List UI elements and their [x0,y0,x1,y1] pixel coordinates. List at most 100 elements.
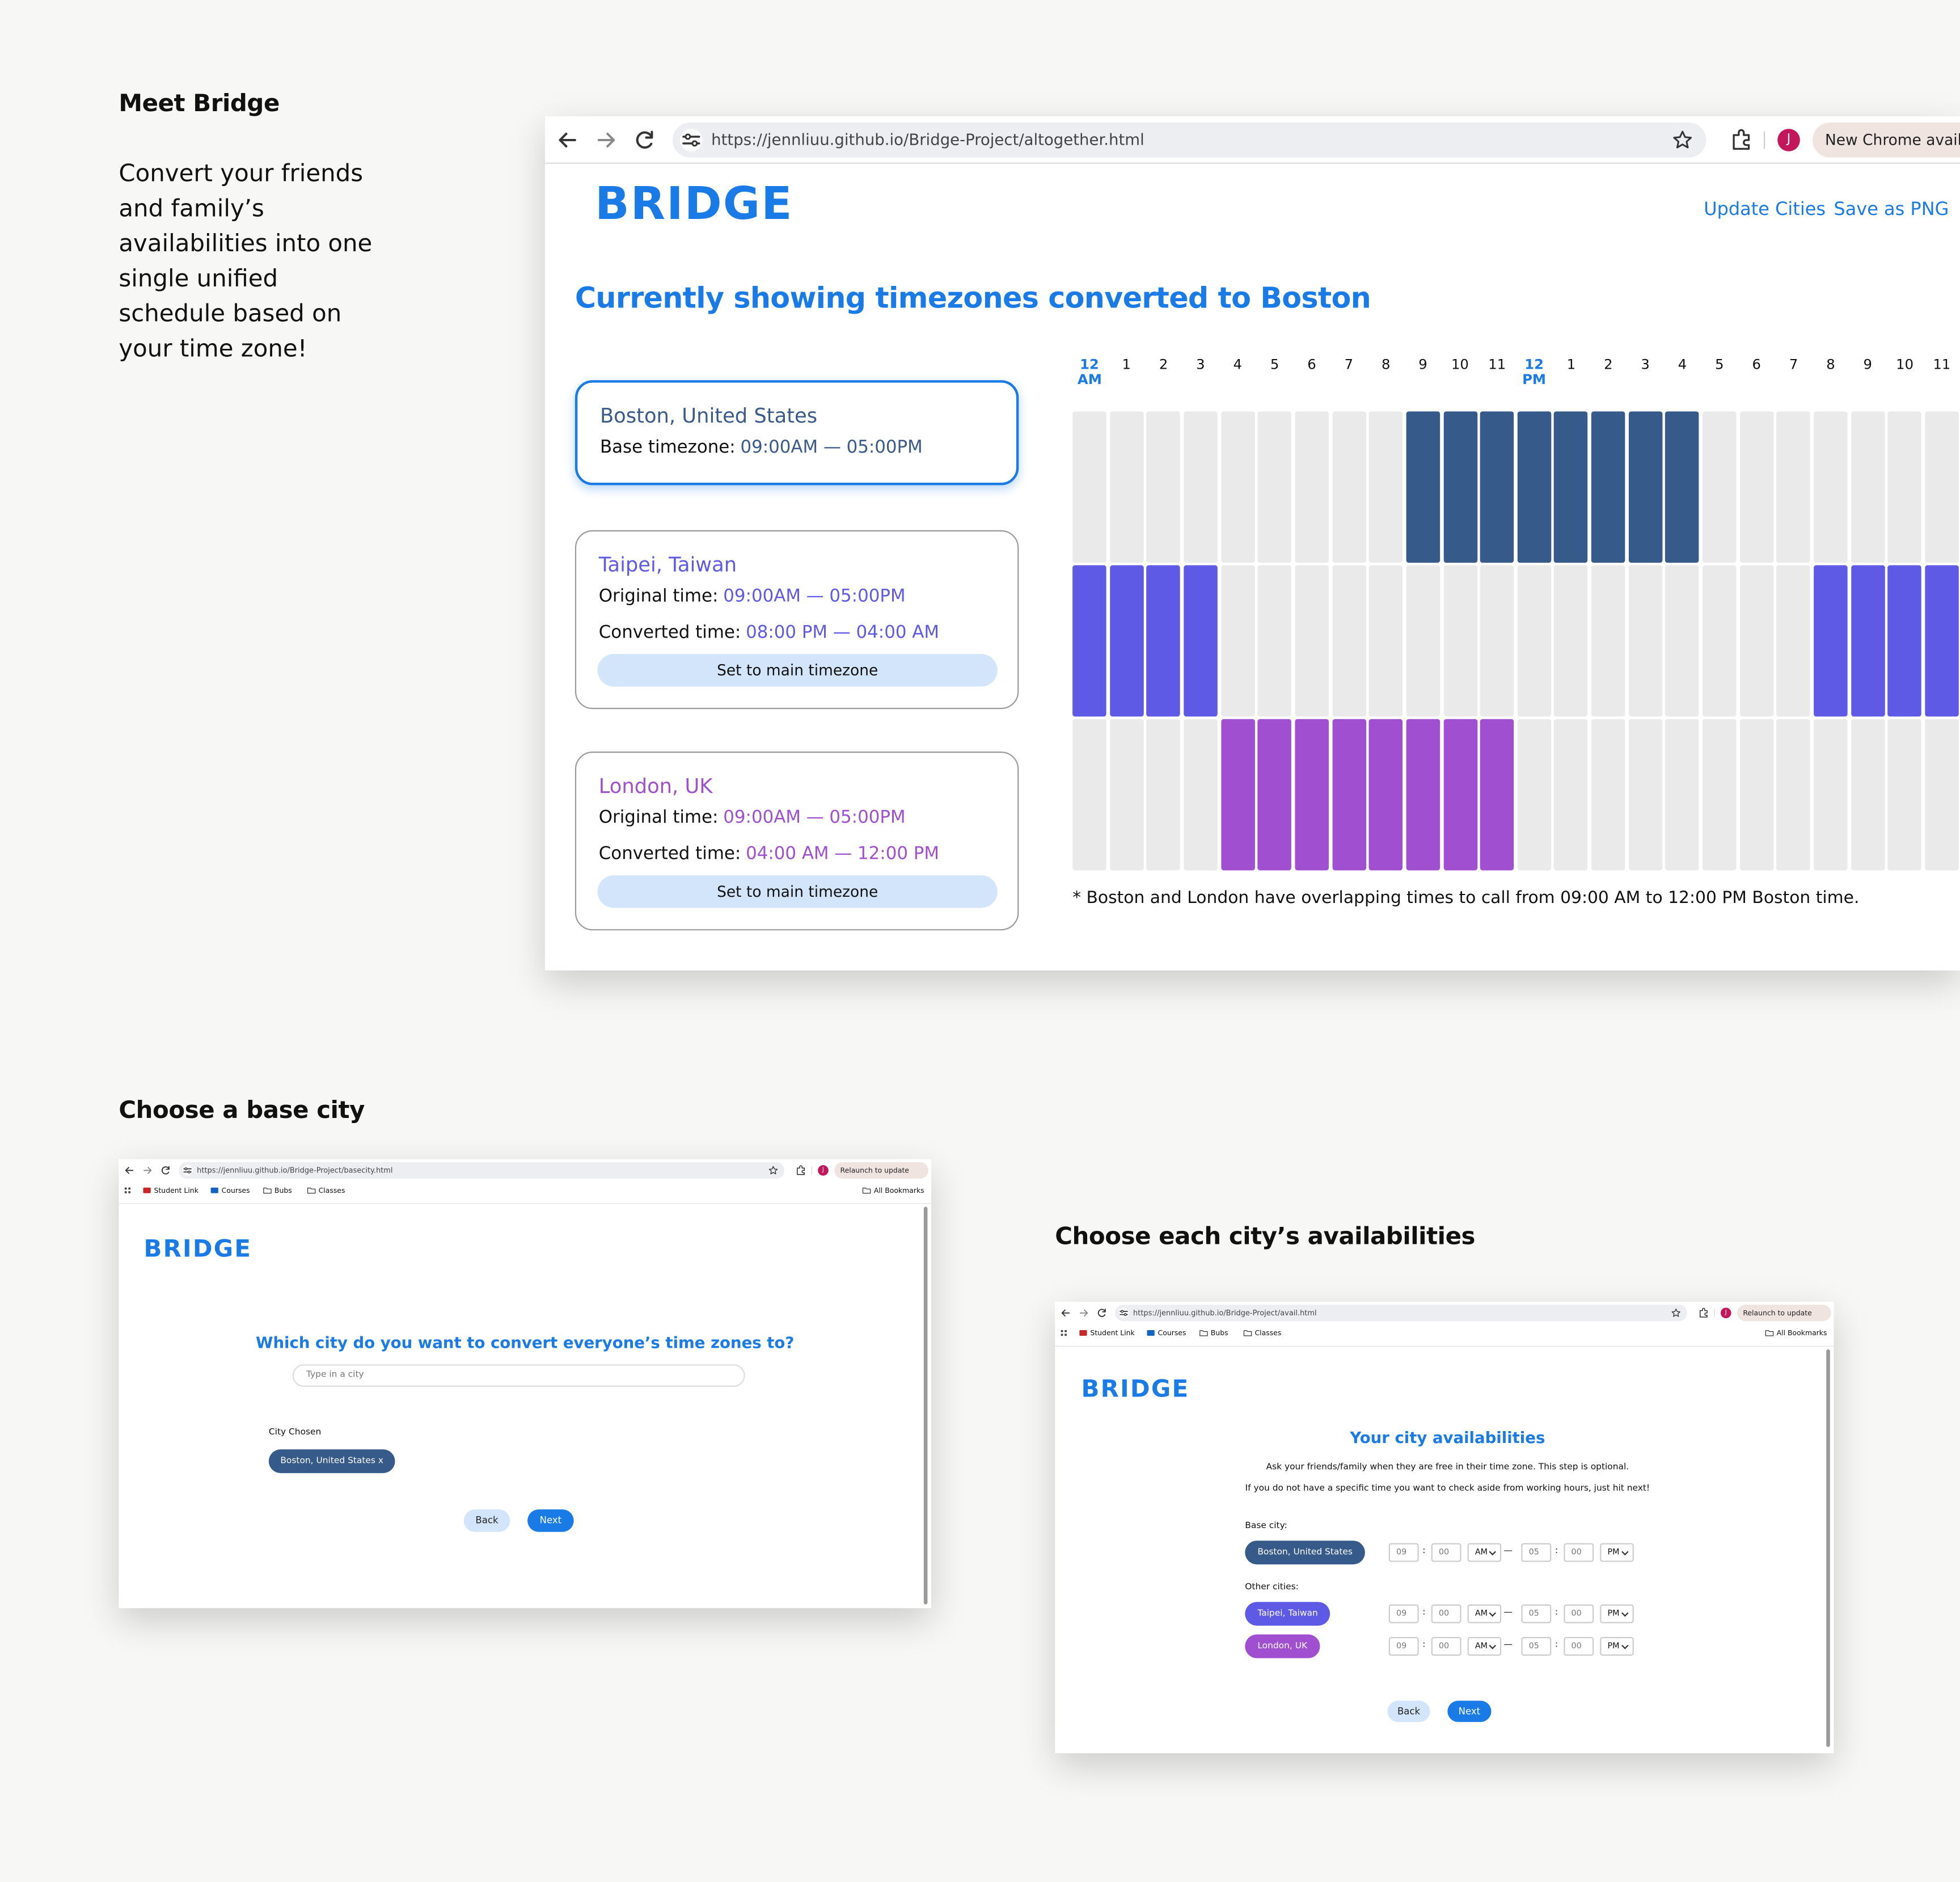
bookmark-icon-svg [1243,1330,1252,1336]
intro-body: Convert your friends and family’s availa… [119,160,373,363]
nav-button[interactable]: Back [463,1509,510,1532]
time-select[interactable]: PM [1600,1636,1634,1656]
time-select[interactable]: PM [1600,1543,1634,1562]
nav-button[interactable]: Back [1387,1700,1430,1722]
address-bar[interactable]: https://jennliuu.github.io/Bridge-Projec… [179,1162,785,1179]
empty-slot [1480,565,1514,717]
empty-slot [1257,411,1292,563]
all-bookmarks[interactable]: All Bookmarks [862,1185,924,1196]
hour-label: 10 [1451,356,1469,373]
empty-slot [1295,565,1329,717]
back-button[interactable] [124,1164,136,1176]
forward-button[interactable] [594,128,619,153]
bookmark-star[interactable] [768,1165,779,1176]
city-input[interactable]: Type in a city [292,1364,745,1387]
reload-button[interactable] [632,128,657,153]
available-slot [1220,719,1255,871]
extensions-button[interactable] [795,1164,807,1176]
hour-label: 9 [1863,356,1872,373]
bookmark[interactable]: Bubs [1199,1328,1228,1339]
bookmark[interactable]: Courses [210,1185,250,1196]
bookmark[interactable]: Classes [307,1185,345,1196]
reload-button-svg [636,130,653,149]
extensions-button[interactable] [1698,1307,1710,1319]
time-input[interactable]: 05 [1521,1604,1552,1623]
time-select[interactable]: AM [1467,1636,1502,1656]
apps-button-svg [1061,1330,1067,1336]
time-input[interactable]: 00 [1431,1604,1461,1623]
bookmark-label: Student Link [1090,1328,1135,1337]
city-chip[interactable]: Boston, United States [1245,1541,1365,1565]
city-chip[interactable]: Boston, United States x [268,1449,395,1474]
separator: : [1555,1639,1558,1649]
extensions-button[interactable] [1729,128,1754,153]
set-main-button[interactable]: Set to main timezone [597,654,998,687]
available-slot [1109,565,1143,717]
empty-slot [1220,565,1255,717]
bookmark-icon-svg [263,1187,272,1194]
bookmark[interactable]: Classes [1243,1328,1281,1339]
address-bar[interactable]: https://jennliuu.github.io/Bridge-Projec… [672,123,1706,158]
apps-button[interactable] [124,1186,132,1195]
bookmark[interactable]: Bubs [263,1185,292,1196]
time-input[interactable]: 00 [1564,1543,1594,1562]
profile-avatar[interactable]: J [1777,129,1800,151]
nav-button[interactable]: Next [1447,1700,1492,1722]
empty-slot [1517,719,1551,871]
time-input[interactable]: 05 [1521,1636,1552,1656]
profile-avatar[interactable]: J [1720,1307,1731,1319]
separator: : [1422,1607,1426,1617]
bookmark-label: Student Link [154,1186,198,1195]
city-card: Boston, United States Base timezone: 09:00… [575,380,1019,486]
city-card: Taipei, Taiwan Original time: 09:00AM — 05… [575,530,1019,710]
time-input[interactable]: 05 [1521,1543,1552,1562]
time-input[interactable]: 09 [1388,1604,1419,1623]
apps-button[interactable] [1060,1329,1068,1337]
site-settings[interactable] [680,129,703,151]
hour-label: 8 [1381,356,1391,373]
city-chip[interactable]: Taipei, Taiwan [1245,1602,1330,1626]
empty-slot [1368,411,1403,563]
bookmark-icon [1146,1328,1156,1338]
reload-button[interactable] [160,1164,172,1176]
profile-avatar[interactable]: J [818,1165,829,1176]
browser-chrome: https://jennliuu.github.io/Bridge-Projec… [1055,1302,1834,1347]
bookmark[interactable]: Student Link [1079,1328,1135,1339]
bookmark-icon-svg [1079,1330,1087,1336]
forward-button[interactable] [142,1164,154,1176]
bookmark-star[interactable] [1671,1307,1682,1318]
time-input[interactable]: 00 [1431,1636,1461,1656]
reload-button[interactable] [1096,1307,1108,1319]
set-main-button[interactable]: Set to main timezone [597,875,998,908]
time-select[interactable]: AM [1467,1604,1502,1623]
update-button[interactable]: New Chrome available [1812,123,1960,158]
time-input[interactable]: 00 [1564,1604,1594,1623]
nav-link[interactable]: Save as PNG [1834,200,1949,221]
time-input[interactable]: 00 [1564,1636,1594,1656]
update-button[interactable]: Relaunch to update [1737,1305,1831,1322]
site-settings[interactable] [182,1165,193,1176]
back-button[interactable] [555,128,580,153]
site-settings[interactable] [1118,1307,1129,1319]
update-button[interactable]: Relaunch to update [834,1162,928,1179]
forward-button[interactable] [1078,1307,1090,1319]
nav-button[interactable]: Next [527,1509,574,1532]
time-select[interactable]: PM [1600,1604,1634,1623]
chevron [1621,1642,1629,1649]
all-bookmarks[interactable]: All Bookmarks [1765,1328,1827,1339]
city-chip[interactable]: London, UK [1245,1634,1320,1659]
nav-link[interactable]: Update Cities [1704,200,1826,221]
bookmark-star[interactable] [1671,129,1694,151]
hour-label: 7 [1789,356,1798,373]
time-input[interactable]: 09 [1388,1543,1419,1562]
back-button[interactable] [1060,1307,1072,1319]
bookmark[interactable]: Student Link [142,1185,198,1196]
time-input[interactable]: 00 [1431,1543,1461,1562]
separator: : [1555,1546,1558,1556]
time-select[interactable]: AM [1467,1543,1502,1562]
bookmark[interactable]: Courses [1146,1328,1186,1339]
address-bar[interactable]: https://jennliuu.github.io/Bridge-Projec… [1114,1305,1687,1322]
time-input[interactable]: 09 [1388,1636,1419,1656]
city-name: Boston, United States [599,404,818,428]
